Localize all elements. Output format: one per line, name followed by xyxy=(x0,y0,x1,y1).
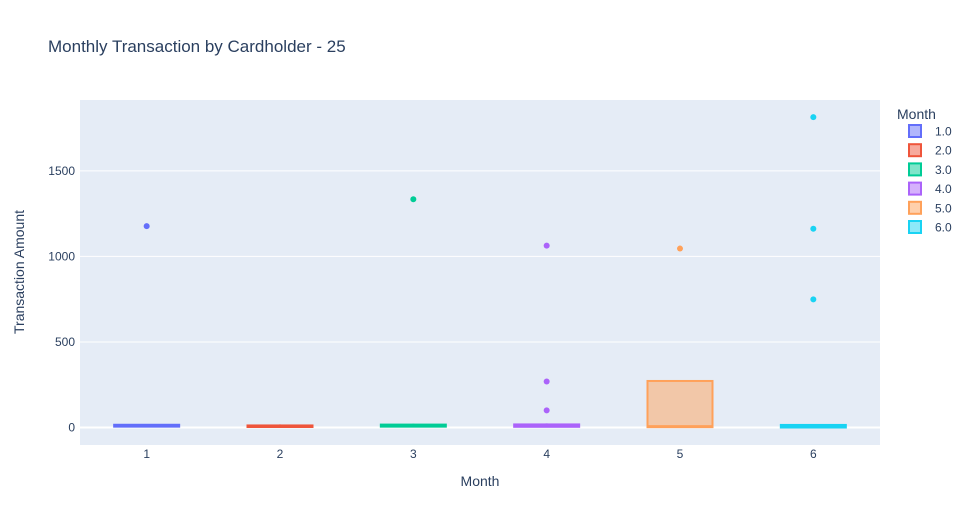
outlier-point[interactable] xyxy=(410,196,417,203)
legend-label: 6.0 xyxy=(935,221,952,235)
outlier-point[interactable] xyxy=(543,242,550,249)
y-tick-label: 500 xyxy=(55,335,75,349)
box-series-4.0 xyxy=(513,242,581,428)
y-axis-ticks: 0 500 1000 1500 xyxy=(48,164,75,435)
y-tick-label: 0 xyxy=(68,421,75,435)
x-tick-label: 4 xyxy=(543,447,550,461)
outlier-point[interactable] xyxy=(543,378,550,385)
outlier-point[interactable] xyxy=(810,225,817,232)
outlier-point[interactable] xyxy=(677,245,683,252)
y-tick-label: 1000 xyxy=(48,249,75,263)
y-tick-label: 1500 xyxy=(48,164,75,178)
legend-item-2.0[interactable]: 2.0 xyxy=(908,143,952,158)
legend-swatch xyxy=(908,143,922,158)
grid-lines xyxy=(80,170,880,429)
legend-label: 5.0 xyxy=(935,201,952,215)
outlier-point[interactable] xyxy=(543,407,550,414)
legend-label: 3.0 xyxy=(935,163,952,177)
x-tick-label: 5 xyxy=(677,447,684,461)
box-series-layer xyxy=(113,114,847,429)
box-series-6.0 xyxy=(779,114,847,429)
outlier-point[interactable] xyxy=(810,114,817,121)
x-axis-title: Month xyxy=(461,473,500,489)
x-tick-label: 2 xyxy=(277,447,284,461)
x-axis-ticks: 1 2 3 4 5 6 xyxy=(143,447,817,461)
box[interactable] xyxy=(646,379,714,429)
outlier-point[interactable] xyxy=(810,296,817,303)
x-tick-label: 3 xyxy=(410,447,417,461)
legend-item-6.0[interactable]: 6.0 xyxy=(908,220,952,235)
chart-title: Monthly Transaction by Cardholder - 25 xyxy=(48,37,346,56)
x-tick-label: 1 xyxy=(143,447,150,461)
legend-item-4.0[interactable]: 4.0 xyxy=(908,181,952,196)
legend-item-5.0[interactable]: 5.0 xyxy=(908,200,952,215)
box-series-5.0 xyxy=(646,245,714,429)
legend-label: 2.0 xyxy=(935,144,952,158)
legend-item-3.0[interactable]: 3.0 xyxy=(908,162,952,177)
legend-swatch xyxy=(908,220,922,234)
legend-title: Month xyxy=(897,106,936,122)
legend-swatch xyxy=(908,181,922,196)
legend-swatch xyxy=(908,124,922,138)
legend-swatch xyxy=(908,200,922,215)
legend-label: 4.0 xyxy=(935,182,952,196)
box-series-1.0 xyxy=(113,223,181,428)
plot-background xyxy=(80,100,880,445)
x-tick-label: 6 xyxy=(810,447,817,461)
legend-item-1.0[interactable]: 1.0 xyxy=(908,124,952,139)
legend[interactable]: Month 1.0 2.0 3.0 4.0 5.0 6.0 xyxy=(897,106,952,235)
legend-label: 1.0 xyxy=(935,125,952,139)
outlier-point[interactable] xyxy=(143,223,150,230)
legend-swatch xyxy=(908,162,922,177)
y-axis-title: Transaction Amount xyxy=(11,210,27,334)
box-series-3.0 xyxy=(379,196,447,428)
box-series-2.0 xyxy=(246,424,314,428)
